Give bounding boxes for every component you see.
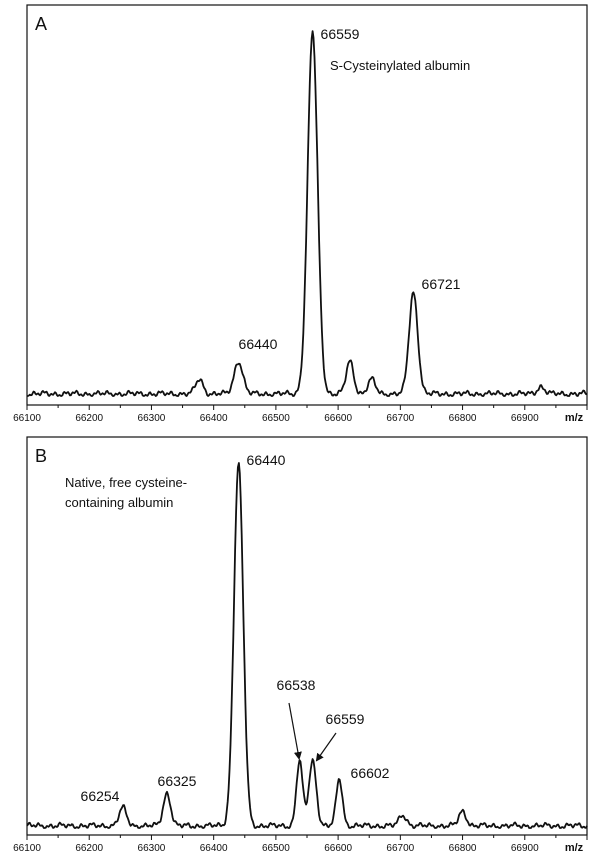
x-tick-label: 66200 <box>75 413 103 424</box>
panel-b-peak-label-66559: 66559 <box>326 711 365 727</box>
panel-a-letter: A <box>35 14 47 34</box>
x-tick-label: 66500 <box>262 413 290 424</box>
x-tick-label: 66900 <box>511 413 539 424</box>
x-tick-label: 66700 <box>386 843 414 854</box>
x-tick-label: 66100 <box>13 843 41 854</box>
x-tick-label: 66800 <box>449 413 477 424</box>
panel-b-peak-label-66538: 66538 <box>277 677 316 693</box>
x-tick-label: 66400 <box>200 413 228 424</box>
panel-b-spectrum-line <box>26 462 588 829</box>
panel-b-arrow-66559 <box>315 732 337 762</box>
panel-b-x-axis: 66100 66200 66300 66400 66500 66600 66700 66800… <box>13 835 588 854</box>
panel-b: B Native, free cysteine- containing albu… <box>13 436 588 854</box>
x-tick-label: 66200 <box>75 843 103 854</box>
panel-a-peak-label-66721: 66721 <box>422 276 461 292</box>
x-tick-label: 66700 <box>386 413 414 424</box>
panel-b-peak-label-66254: 66254 <box>81 788 120 804</box>
x-tick-label: 66300 <box>138 843 166 854</box>
x-tick-label: 66800 <box>449 843 477 854</box>
panel-b-annotation-line-1: Native, free cysteine- <box>65 475 187 490</box>
panel-a-peak-label-66440: 66440 <box>239 336 278 352</box>
panel-a-spectrum-line <box>27 30 588 397</box>
x-tick-label: 66600 <box>324 413 352 424</box>
x-tick-label: 66600 <box>324 843 352 854</box>
panel-a: A S-Cysteinylated albumin 66100 66200 6630… <box>13 4 588 424</box>
panel-a-x-axis: 66100 66200 66300 66400 66500 66600 66700 66800… <box>13 405 588 424</box>
panel-b-peak-label-66602: 66602 <box>351 765 390 781</box>
panel-b-peak-label-66440: 66440 <box>247 452 286 468</box>
panel-b-peak-label-66325: 66325 <box>158 773 197 789</box>
x-tick-label: 66500 <box>262 843 290 854</box>
x-tick-label: 66400 <box>200 843 228 854</box>
panel-b-annotation-line-2: containing albumin <box>65 495 173 510</box>
x-tick-label: 66900 <box>511 843 539 854</box>
panel-a-annotation: S-Cysteinylated albumin <box>330 58 470 73</box>
panel-a-peak-label-66559: 66559 <box>321 26 360 42</box>
x-tick-label: 66100 <box>13 413 41 424</box>
panel-b-arrow-66538 <box>288 702 302 760</box>
x-tick-label: 66300 <box>138 413 166 424</box>
panel-a-x-axis-title: m/z <box>565 412 584 424</box>
panel-b-x-axis-title: m/z <box>565 842 584 854</box>
panel-b-letter: B <box>35 446 47 466</box>
